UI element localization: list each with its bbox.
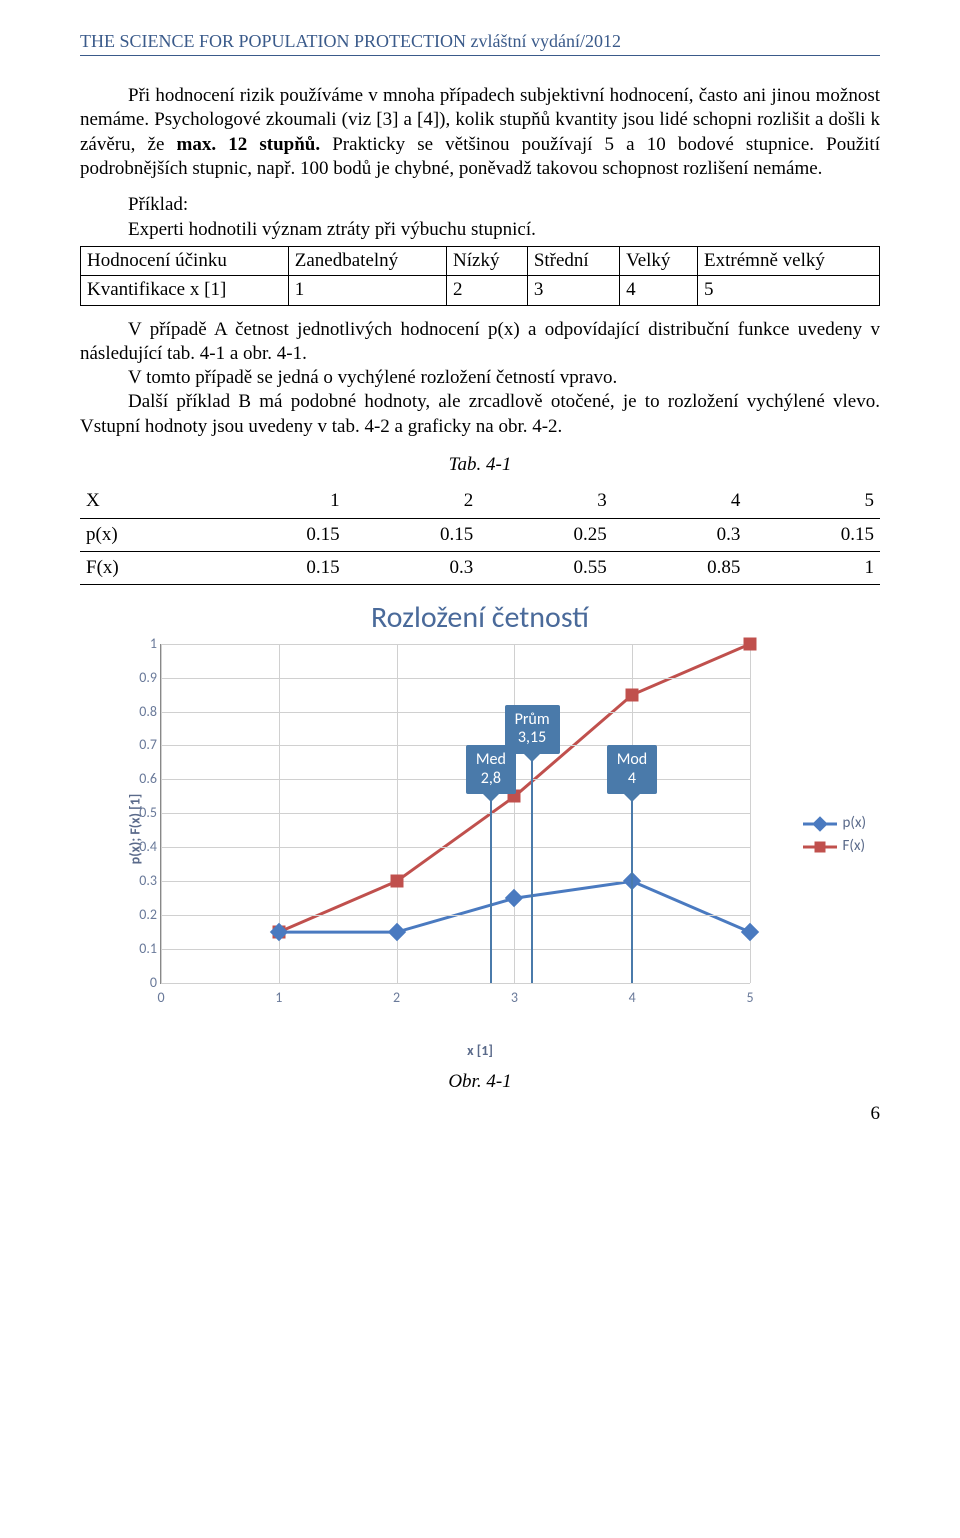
table-row: X 1 2 3 4 5 <box>80 485 880 518</box>
cell: 3 <box>527 276 619 305</box>
paragraph-2a: V případě A četnost jednotlivých hodnoce… <box>80 318 880 367</box>
cell: Extrémně velký <box>698 246 880 275</box>
example-desc: Experti hodnotili význam ztráty při výbu… <box>128 218 880 242</box>
cell: Hodnocení účinku <box>81 246 289 275</box>
chart-figure: Rozložení četností p(x); F(x) [1] 00.10.… <box>90 599 870 1059</box>
chart-ytick: 0.1 <box>119 940 157 958</box>
chart-ytick: 0.7 <box>119 736 157 754</box>
cell: Zanedbatelný <box>288 246 446 275</box>
chart-xtick: 3 <box>504 989 524 1007</box>
chart-callout-line <box>490 800 492 982</box>
legend-marker-px <box>803 817 837 831</box>
cell: 2 <box>346 485 480 518</box>
cell: 0.15 <box>346 518 480 551</box>
table-row: p(x) 0.15 0.15 0.25 0.3 0.15 <box>80 518 880 551</box>
cell: 1 <box>746 552 880 585</box>
cell: 4 <box>613 485 747 518</box>
table-row: Hodnocení účinku Zanedbatelný Nízký Stře… <box>81 246 880 275</box>
cell: F(x) <box>80 552 212 585</box>
figure-caption: Obr. 4-1 <box>80 1070 880 1094</box>
cell: 0.15 <box>746 518 880 551</box>
legend-item-fx: F(x) <box>803 837 866 856</box>
chart-ytick: 0.3 <box>119 872 157 890</box>
cell: 0.55 <box>479 552 613 585</box>
cell: Střední <box>527 246 619 275</box>
chart-callout-line <box>631 800 633 982</box>
journal-header: THE SCIENCE FOR POPULATION PROTECTION zv… <box>80 30 880 56</box>
page-number: 6 <box>80 1102 880 1126</box>
chart-xtick: 5 <box>740 989 760 1007</box>
chart-title: Rozložení četností <box>90 599 870 637</box>
cell: Velký <box>620 246 698 275</box>
paragraph-2b: V tomto případě se jedná o vychýlené roz… <box>80 366 880 390</box>
cell: 0.15 <box>212 518 346 551</box>
chart-xtick: 0 <box>151 989 171 1007</box>
example-label: Příklad: <box>128 193 880 217</box>
chart-marker <box>744 637 757 650</box>
table-row: Kvantifikace x [1] 1 2 3 4 5 <box>81 276 880 305</box>
chart-ytick: 0.6 <box>119 770 157 788</box>
cell: 0.85 <box>613 552 747 585</box>
chart-callout-line <box>531 760 533 983</box>
chart-ytick: 0.9 <box>119 669 157 687</box>
cell: 0.3 <box>346 552 480 585</box>
chart-ytick: 0.5 <box>119 804 157 822</box>
chart-ytick: 0.4 <box>119 838 157 856</box>
chart-callout: Mod4 <box>607 745 658 794</box>
cell: 1 <box>288 276 446 305</box>
chart-ytick: 0.8 <box>119 703 157 721</box>
legend-marker-fx <box>803 840 837 854</box>
paragraph-2c: Další příklad B má podobné hodnoty, ale … <box>80 390 880 439</box>
cell: X <box>80 485 212 518</box>
cell: 5 <box>746 485 880 518</box>
cell: Nízký <box>447 246 528 275</box>
cell: 0.15 <box>212 552 346 585</box>
chart-xtick: 1 <box>269 989 289 1007</box>
cell: Kvantifikace x [1] <box>81 276 289 305</box>
table-row: F(x) 0.15 0.3 0.55 0.85 1 <box>80 552 880 585</box>
chart-xtick: 2 <box>387 989 407 1007</box>
legend-item-px: p(x) <box>803 814 866 833</box>
chart-ytick: 0.2 <box>119 906 157 924</box>
cell: 0.3 <box>613 518 747 551</box>
chart-xlabel: x [1] <box>90 1042 870 1060</box>
chart-ytick: 1 <box>119 635 157 653</box>
cell: 3 <box>479 485 613 518</box>
legend-label: p(x) <box>843 814 866 833</box>
chart-callout: Prům3,15 <box>505 705 560 754</box>
legend-label: F(x) <box>843 837 866 856</box>
table-rating-scale: Hodnocení účinku Zanedbatelný Nízký Stře… <box>80 246 880 306</box>
chart-plot-area: 00.10.20.30.40.50.60.70.80.91012345Med2,… <box>160 644 750 984</box>
cell: p(x) <box>80 518 212 551</box>
chart-xtick: 4 <box>622 989 642 1007</box>
paragraph-1: Při hodnocení rizik používáme v mnoha př… <box>80 84 880 181</box>
chart-marker <box>626 688 639 701</box>
table-caption: Tab. 4-1 <box>80 453 880 477</box>
chart-marker <box>390 875 403 888</box>
cell: 4 <box>620 276 698 305</box>
cell: 5 <box>698 276 880 305</box>
table-4-1: X 1 2 3 4 5 p(x) 0.15 0.15 0.25 0.3 0.15… <box>80 485 880 585</box>
chart-legend: p(x) F(x) <box>803 810 866 860</box>
cell: 2 <box>447 276 528 305</box>
cell: 1 <box>212 485 346 518</box>
cell: 0.25 <box>479 518 613 551</box>
chart-plot: p(x); F(x) [1] 00.10.20.30.40.50.60.70.8… <box>160 644 750 1014</box>
